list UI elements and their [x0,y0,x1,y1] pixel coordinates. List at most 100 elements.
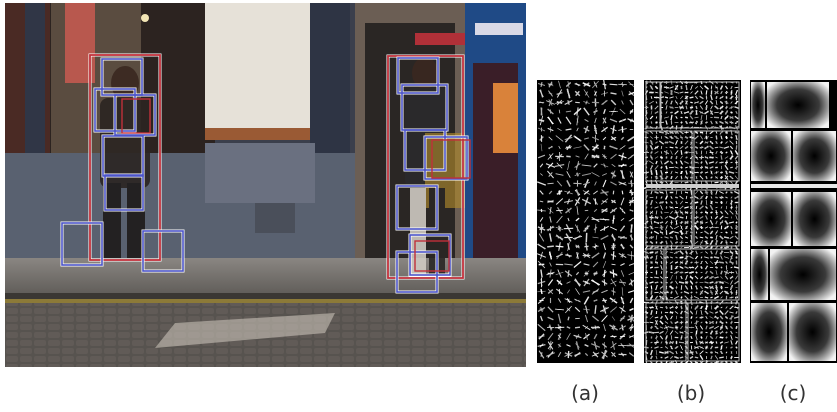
hog-stroke [620,169,625,180]
hog-stroke [733,266,740,269]
hog-stroke [650,231,653,234]
hog-stroke [724,111,729,114]
hog-stroke [659,326,664,329]
hog-stroke [668,215,675,220]
hog-stroke [693,296,700,299]
hog-stroke [729,241,734,244]
hog-stroke [720,270,723,275]
hog-stroke [705,335,708,340]
hog-stroke [540,315,543,322]
hog-stroke [591,252,600,259]
hog-stroke [612,341,615,350]
hog-stroke [618,154,627,159]
hog-stroke [734,336,739,339]
hog-stroke [720,141,723,144]
hog-stroke [665,240,668,245]
hog-stroke [619,279,626,286]
hog-stroke [714,355,719,360]
hog-stroke [734,175,739,180]
hog-stroke [668,361,675,363]
hog-stroke [665,225,668,230]
hog-stroke [584,153,589,160]
hog-stroke [590,343,601,348]
hog-stroke [665,360,668,363]
hog-stroke [620,235,625,240]
hog-stroke [549,269,552,278]
hog-stroke [670,315,673,320]
hog-stroke [680,111,683,114]
hog-stroke [684,191,689,194]
hog-stroke [654,206,659,209]
hog-stroke [730,105,733,110]
hog-stroke [705,190,708,195]
hog-stroke [704,346,709,349]
hog-stroke [679,266,684,269]
hog-stroke [705,175,708,180]
hog-stroke [684,120,689,125]
hog-stroke [660,160,663,165]
hog-stroke [594,325,597,330]
hog-stroke [725,196,728,199]
hog-stroke [549,206,552,215]
hog-stroke [602,136,607,141]
hog-stroke [690,296,693,299]
hog-stroke [735,241,738,244]
hog-stroke [566,332,571,341]
hog-stroke [659,241,664,244]
hog-stroke [724,310,729,315]
hog-stroke [679,130,684,135]
hog-stroke [538,233,545,242]
hog-stroke [660,271,663,274]
hog-stroke [664,314,669,321]
hog-stroke [720,210,723,215]
hog-stroke [582,324,591,331]
hog-stroke [629,109,634,114]
hog-stroke [715,171,718,174]
hog-stroke [629,307,634,312]
hog-stroke [674,231,679,234]
hog-stroke [699,354,704,361]
hog-stroke [704,240,709,245]
hog-stroke [694,216,699,219]
hog-stroke [679,261,684,264]
hog-stroke [709,204,714,211]
hog-stroke [725,321,728,324]
hog-stroke [557,326,562,329]
hog-stroke [660,255,663,260]
hog-stroke [730,321,733,324]
hog-stroke [715,156,718,159]
hog-stroke [714,350,719,355]
hog-stroke [719,180,724,185]
hog-stroke [715,341,718,344]
hog-stroke [618,181,627,186]
hog-stroke [720,135,723,140]
hog-stroke [730,85,733,90]
hog-stroke [715,100,718,105]
hog-stroke [592,236,599,239]
hog-stroke [660,281,663,284]
hog-stroke [730,335,733,340]
hog-stroke [611,244,616,249]
hog-stroke [729,235,734,240]
hog-stroke [725,351,728,354]
hog-stroke [715,270,718,275]
hog-stroke [680,211,683,214]
hog-stroke [567,88,570,99]
hog-stroke [725,151,728,154]
hog-stroke [735,221,738,224]
hog-stroke [729,210,734,215]
hog-stroke [715,246,718,249]
hog-stroke [675,116,678,119]
hog-stroke [664,195,669,200]
hog-stroke [690,261,693,264]
hog-stroke [704,275,709,280]
hog-stroke [583,296,590,305]
hog-stroke [655,349,658,356]
hog-stroke [720,90,723,95]
hog-stroke [627,154,634,160]
hog-stroke [729,140,734,145]
hog-stroke [557,351,562,358]
hog-stroke [549,253,552,258]
hog-stroke [704,100,709,105]
hog-stroke [547,288,554,295]
